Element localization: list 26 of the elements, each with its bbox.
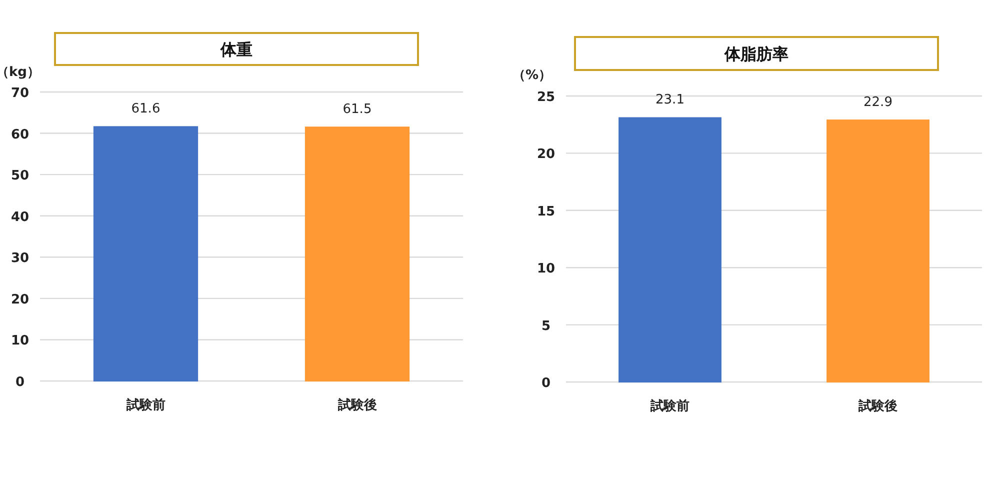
y-tick-label: 50 [10, 168, 30, 184]
y-tick-label: 10 [536, 262, 556, 277]
y-tick-label: 0 [15, 375, 25, 390]
y-tick-label: 30 [10, 251, 30, 266]
data-label: 61.6 [131, 102, 160, 117]
y-tick-label: 60 [10, 127, 30, 142]
x-tick-label: 試験後 [858, 398, 898, 414]
y-tick-label: 25 [536, 90, 556, 105]
y-tick-label: 10 [10, 334, 30, 349]
y-tick-label: 15 [536, 204, 556, 220]
y-axis-title: （kg） [0, 65, 40, 80]
y-tick-label: 0 [541, 376, 551, 391]
y-tick-label: 5 [541, 318, 551, 334]
data-label: 22.9 [864, 95, 892, 110]
data-label: 23.1 [656, 92, 684, 108]
y-tick-label: 20 [536, 147, 556, 162]
chart-title: 体重 [220, 40, 252, 59]
y-axis-title: （%） [512, 68, 552, 83]
y-tick-label: 70 [10, 86, 30, 101]
chart-title: 体脂肪率 [724, 44, 788, 64]
data-label: 61.5 [342, 102, 372, 118]
x-tick-label: 試験前 [125, 397, 166, 413]
y-tick-label: 20 [10, 292, 30, 308]
x-tick-label: 試験前 [650, 398, 690, 414]
x-tick-label: 試験後 [336, 397, 377, 413]
y-tick-label: 40 [10, 210, 30, 225]
